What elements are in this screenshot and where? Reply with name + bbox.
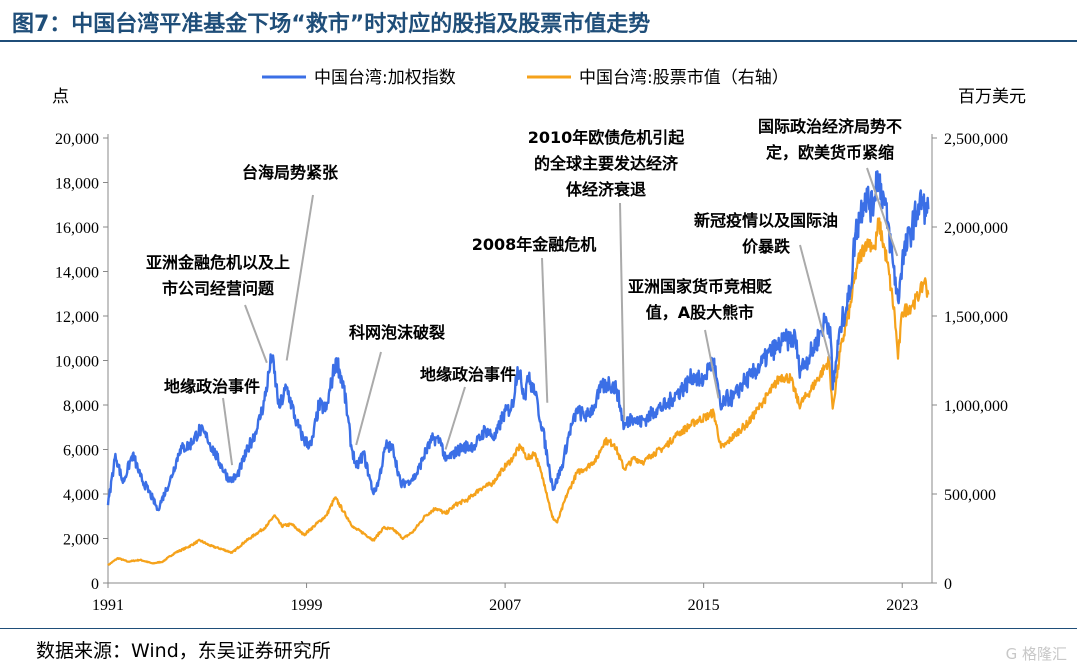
annotation-text: 国际政治经济局势不 <box>758 117 902 136</box>
annotation-leader <box>444 386 466 450</box>
annotation-text: 亚洲金融危机以及上 <box>146 253 290 272</box>
left-tick-label: 18,000 <box>55 176 99 193</box>
chart-title: 图7：中国台湾平准基金下场“救市”时对应的股指及股票市值走势 <box>12 12 651 37</box>
left-tick-label: 10,000 <box>55 354 99 371</box>
axes: 0 2,000 4,000 6,000 8,000 10,000 12,000 14,000 1… <box>52 87 1026 614</box>
title-rule <box>0 40 1077 42</box>
annotation-leader <box>222 397 234 466</box>
annotation: 台海局势紧张 <box>242 163 339 361</box>
right-tick-label: 2,000,000 <box>944 220 1008 237</box>
source-note: 数据来源：Wind，东吴证券研究所 <box>36 640 331 662</box>
annotation-text: 价暴跌 <box>742 237 791 256</box>
annotation-text: 地缘政治事件 <box>420 365 516 384</box>
annotation-text: 台海局势紧张 <box>242 163 339 182</box>
left-axis-unit: 点 <box>52 87 69 107</box>
legend: 中国台湾:加权指数 中国台湾:股票市值（右轴） <box>262 68 789 88</box>
left-tick-label: 14,000 <box>55 265 99 282</box>
watermark: G 格隆汇 <box>1005 645 1067 663</box>
right-tick-label: 500,000 <box>944 487 996 504</box>
annotation-text: 新冠疫情以及国际油 <box>694 211 838 230</box>
annotation: 地缘政治事件 <box>164 377 260 466</box>
chart: 0 2,000 4,000 6,000 8,000 10,000 12,000 14,000 1… <box>52 68 1026 614</box>
x-tick-label: 1991 <box>92 597 124 614</box>
series-line-index <box>106 170 930 512</box>
left-tick-label: 0 <box>91 576 99 593</box>
right-tick-label: 2,500,000 <box>944 131 1008 148</box>
x-tick-label: 2023 <box>886 597 918 614</box>
annotation-text: 市公司经营问题 <box>162 279 275 298</box>
annotation-text: 地缘政治事件 <box>164 377 260 396</box>
right-tick-label: 1,500,000 <box>944 309 1008 326</box>
annotation-leader <box>866 167 899 257</box>
left-tick-label: 20,000 <box>55 131 99 148</box>
left-tick-label: 16,000 <box>55 220 99 237</box>
x-tick-label: 2015 <box>688 597 720 614</box>
left-tick-label: 2,000 <box>63 532 99 549</box>
annotation-leader <box>541 257 549 403</box>
annotation-leader <box>799 244 832 361</box>
annotation-text: 亚洲国家货币竞相贬 <box>628 277 773 296</box>
annotation-leader <box>704 329 720 399</box>
legend-label-index: 中国台湾:加权指数 <box>314 68 456 88</box>
right-tick-label: 0 <box>944 576 952 593</box>
annotation: 2008年金融危机 <box>472 235 597 403</box>
series-layer <box>106 170 930 566</box>
series-line-mcap <box>107 217 930 566</box>
annotation: 科网泡沫破裂 <box>349 323 445 446</box>
annotation-text: 值，A股大熊市 <box>646 303 754 322</box>
legend-label-mcap: 中国台湾:股票市值（右轴） <box>579 68 789 88</box>
annotation-leader <box>244 304 268 364</box>
left-tick-label: 4,000 <box>63 487 99 504</box>
left-tick-label: 8,000 <box>63 398 99 415</box>
x-tick-label: 1999 <box>291 597 323 614</box>
annotation-text: 体经济衰退 <box>566 180 646 199</box>
annotation: 地缘政治事件 <box>420 365 516 450</box>
annotation-text: 的全球主要发达经济 <box>534 154 679 173</box>
annotation-leader <box>285 194 314 361</box>
x-tick-label: 2007 <box>489 597 521 614</box>
right-axis-unit: 百万美元 <box>958 87 1026 107</box>
annotation-leader <box>355 351 382 446</box>
left-tick-label: 12,000 <box>55 309 99 326</box>
annotation-layer: 台海局势紧张亚洲金融危机以及上市公司经营问题地缘政治事件科网泡沫破裂地缘政治事件… <box>146 117 902 466</box>
right-tick-label: 1,000,000 <box>944 398 1008 415</box>
annotation-text: 2010年欧债危机引起 <box>528 128 686 147</box>
annotation-text: 2008年金融危机 <box>472 235 597 254</box>
annotation-text: 定，欧美货币紧缩 <box>765 143 894 162</box>
annotation-leader <box>619 202 626 421</box>
bottom-rule <box>0 628 1077 629</box>
annotation-text: 科网泡沫破裂 <box>349 323 445 342</box>
left-tick-label: 6,000 <box>63 443 99 460</box>
